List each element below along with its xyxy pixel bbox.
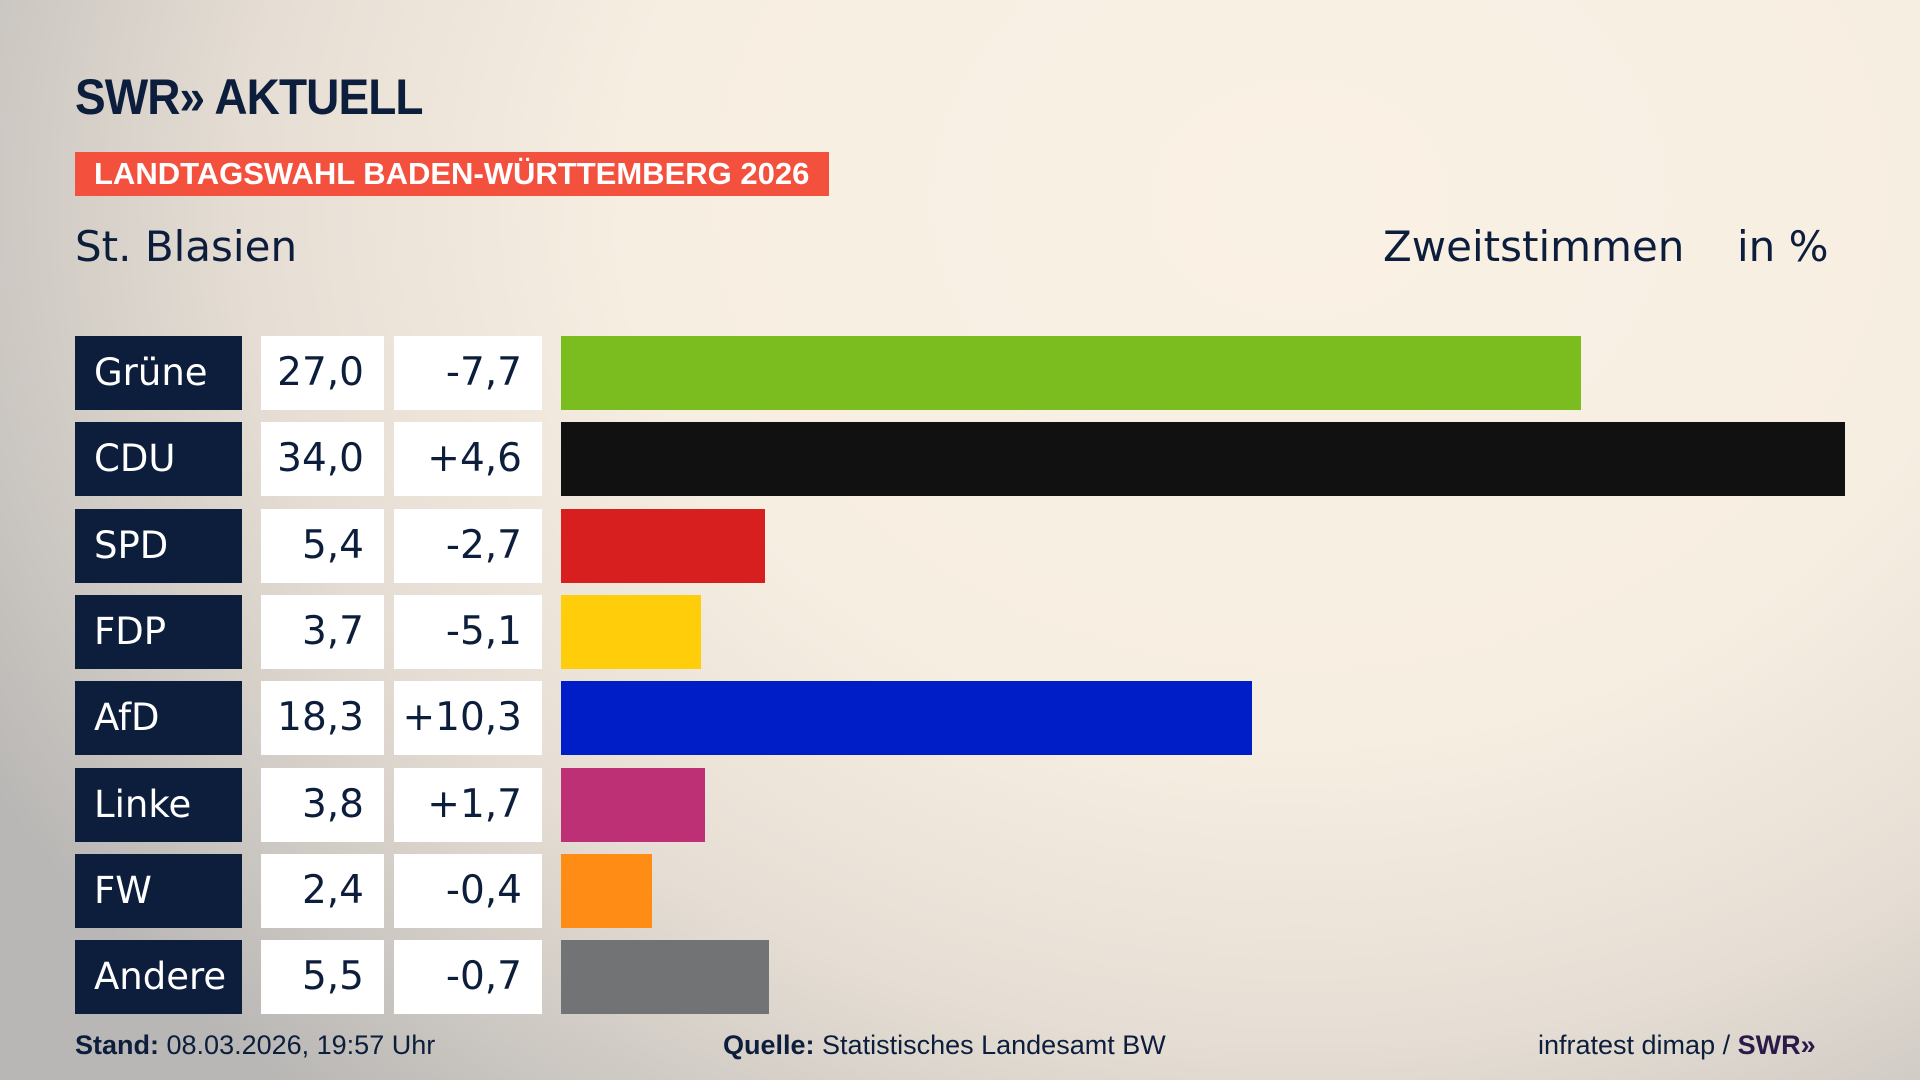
credit-text: infratest dimap /: [1538, 1030, 1738, 1060]
value-label: 3,7: [261, 594, 384, 669]
swr-aktuell-logo: SWR» AKTUELL: [75, 69, 423, 125]
bar-afd: [561, 681, 1253, 756]
party-label: FW: [75, 853, 242, 928]
metric-label: Zweitstimmen: [1383, 222, 1685, 271]
bar-fw: [561, 853, 652, 928]
election-banner: LANDTAGSWAHL BADEN-WÜRTTEMBERG 2026: [75, 152, 829, 196]
party-label: CDU: [75, 422, 242, 497]
diff-label: +1,7: [394, 767, 542, 842]
diff-label: -5,1: [394, 594, 542, 669]
bar-cdu: [561, 422, 1845, 497]
party-label: Grüne: [75, 336, 242, 410]
diff-label: -0,4: [394, 853, 542, 928]
source-value: Statistisches Landesamt BW: [822, 1030, 1166, 1060]
party-label: Linke: [75, 767, 242, 842]
diff-label: -0,7: [394, 940, 542, 1015]
bar-grüne: [561, 336, 1581, 410]
party-label: SPD: [75, 508, 242, 583]
credit: infratest dimap / SWR»: [1538, 1030, 1816, 1061]
timestamp-label: Stand:: [75, 1030, 159, 1060]
swr-logo: SWR»: [1737, 1030, 1816, 1060]
value-label: 5,4: [261, 508, 384, 583]
timestamp: Stand: 08.03.2026, 19:57 Uhr: [75, 1030, 435, 1061]
value-label: 2,4: [261, 853, 384, 928]
value-label: 18,3: [261, 681, 384, 756]
party-label: Andere: [75, 940, 242, 1015]
diff-label: +4,6: [394, 422, 542, 497]
diff-label: +10,3: [394, 681, 542, 756]
source-label: Quelle:: [723, 1030, 815, 1060]
source: Quelle: Statistisches Landesamt BW: [723, 1030, 1166, 1061]
timestamp-value: 08.03.2026, 19:57 Uhr: [166, 1030, 436, 1060]
party-label: FDP: [75, 594, 242, 669]
bar-fdp: [561, 594, 701, 669]
bar-andere: [561, 940, 769, 1015]
value-label: 5,5: [261, 940, 384, 1015]
value-label: 34,0: [261, 422, 384, 497]
value-label: 27,0: [261, 336, 384, 410]
bar-linke: [561, 767, 705, 842]
bar-spd: [561, 508, 765, 583]
unit-label: in %: [1737, 222, 1829, 271]
party-label: AfD: [75, 681, 242, 756]
diff-label: -7,7: [394, 336, 542, 410]
place-title: St. Blasien: [75, 222, 298, 271]
diff-label: -2,7: [394, 508, 542, 583]
value-label: 3,8: [261, 767, 384, 842]
